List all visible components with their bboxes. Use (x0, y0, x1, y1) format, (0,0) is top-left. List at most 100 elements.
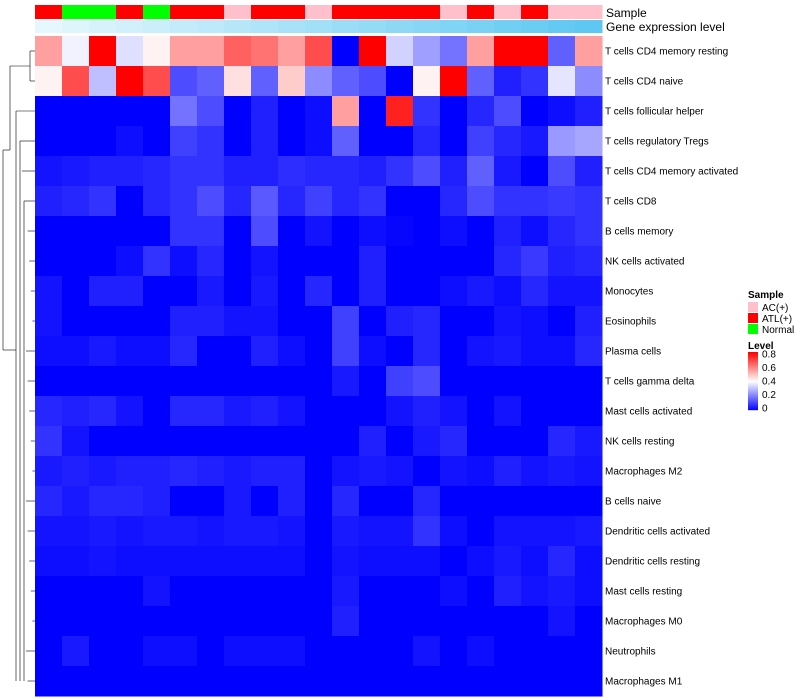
heatmap-cell (116, 96, 144, 127)
row-label: Dendritic cells activated (605, 527, 710, 538)
heatmap-cell (359, 216, 387, 247)
legend-level-gradient-step (748, 374, 758, 376)
heatmap-cell (170, 156, 198, 187)
sample-bar-cell (35, 5, 63, 19)
heatmap-cell (548, 546, 576, 577)
heatmap-cell (251, 486, 279, 517)
heatmap-cell (35, 666, 63, 697)
heatmap-cell (386, 126, 414, 157)
heatmap-cell (548, 216, 576, 247)
heatmap-cell (35, 36, 63, 67)
heatmap-cell (494, 126, 522, 157)
legend-level-gradient-step (748, 396, 758, 398)
heatmap-cell (197, 96, 225, 127)
legend-level-gradient-step (748, 386, 758, 388)
heatmap-cell (575, 216, 603, 247)
heatmap-cell (467, 606, 495, 637)
heatmap-cell (62, 426, 90, 457)
heatmap-cell (332, 396, 360, 427)
row-label: T cells CD4 memory activated (605, 167, 738, 178)
heatmap-cell (521, 666, 549, 697)
expression-bar-cell (89, 20, 117, 33)
heatmap-cell (440, 576, 468, 607)
heatmap-cell (548, 66, 576, 97)
heatmap-cells (35, 36, 603, 697)
heatmap-cell (305, 636, 333, 667)
annotation-label-expression: Gene expression level (606, 20, 725, 34)
legend-level-gradient-step (748, 392, 758, 394)
legend-level-gradient-step (748, 359, 758, 361)
heatmap-cell (332, 276, 360, 307)
heatmap-cell (278, 186, 306, 217)
heatmap-cell (62, 186, 90, 217)
legend-level-gradient-step (748, 352, 758, 354)
heatmap-cell (521, 606, 549, 637)
heatmap-cell (494, 636, 522, 667)
heatmap-cell (521, 636, 549, 667)
heatmap-cell (89, 306, 117, 337)
heatmap-cell (305, 396, 333, 427)
heatmap-cell (494, 516, 522, 547)
heatmap-cell (224, 456, 252, 487)
row-label: T cells regulatory Tregs (605, 137, 709, 148)
heatmap-cell (224, 516, 252, 547)
sample-bar-cell (116, 5, 144, 19)
heatmap-cell (278, 666, 306, 697)
heatmap-cell (251, 306, 279, 337)
legend-level-gradient-step (748, 372, 758, 374)
heatmap-cell (35, 576, 63, 607)
heatmap-cell (332, 636, 360, 667)
row-label: Mast cells resting (605, 587, 682, 598)
heatmap-cell (143, 36, 171, 67)
heatmap-cell (575, 366, 603, 397)
legend-level-gradient-step (748, 357, 758, 359)
heatmap-cell (143, 276, 171, 307)
heatmap-cell (467, 126, 495, 157)
heatmap-cell (170, 426, 198, 457)
heatmap-cell (89, 396, 117, 427)
heatmap-cell (386, 636, 414, 667)
heatmap-cell (35, 606, 63, 637)
heatmap-cell (143, 246, 171, 277)
heatmap-cell (170, 66, 198, 97)
heatmap-cell (359, 66, 387, 97)
heatmap-cell (251, 576, 279, 607)
heatmap-cell (278, 96, 306, 127)
legend-level-gradient-step (748, 403, 758, 405)
heatmap-cell (116, 36, 144, 67)
heatmap-cell (224, 636, 252, 667)
heatmap-cell (251, 96, 279, 127)
heatmap-cell (467, 666, 495, 697)
legend-sample-swatch (748, 302, 758, 312)
heatmap-cell (170, 306, 198, 337)
sample-bar-cell (143, 5, 171, 19)
heatmap-cell (548, 186, 576, 217)
heatmap-cell (116, 66, 144, 97)
sample-bar-cell (575, 5, 603, 19)
heatmap-cell (548, 246, 576, 277)
heatmap-cell (251, 606, 279, 637)
row-label: Eosinophils (605, 317, 656, 328)
heatmap-cell (413, 156, 441, 187)
legend-level-gradient-step (748, 383, 758, 385)
heatmap-cell (575, 306, 603, 337)
heatmap-cell (575, 516, 603, 547)
heatmap-cell (494, 456, 522, 487)
heatmap-cell (386, 486, 414, 517)
heatmap-cell (89, 186, 117, 217)
heatmap-cell (89, 576, 117, 607)
legend-level-gradient-step (748, 390, 758, 392)
expression-bar-cell (386, 20, 414, 33)
legend-level-gradient-step (748, 358, 758, 360)
heatmap-cell (116, 666, 144, 697)
expression-bar-cell (305, 20, 333, 33)
heatmap-cell (89, 336, 117, 367)
heatmap-cell (62, 396, 90, 427)
row-label: Macrophages M2 (605, 467, 683, 478)
heatmap-cell (413, 216, 441, 247)
heatmap-cell (251, 156, 279, 187)
legend-level-gradient-step (748, 388, 758, 390)
heatmap-cell (35, 186, 63, 217)
legend-level-gradient-step (748, 405, 758, 407)
heatmap-cell (494, 426, 522, 457)
